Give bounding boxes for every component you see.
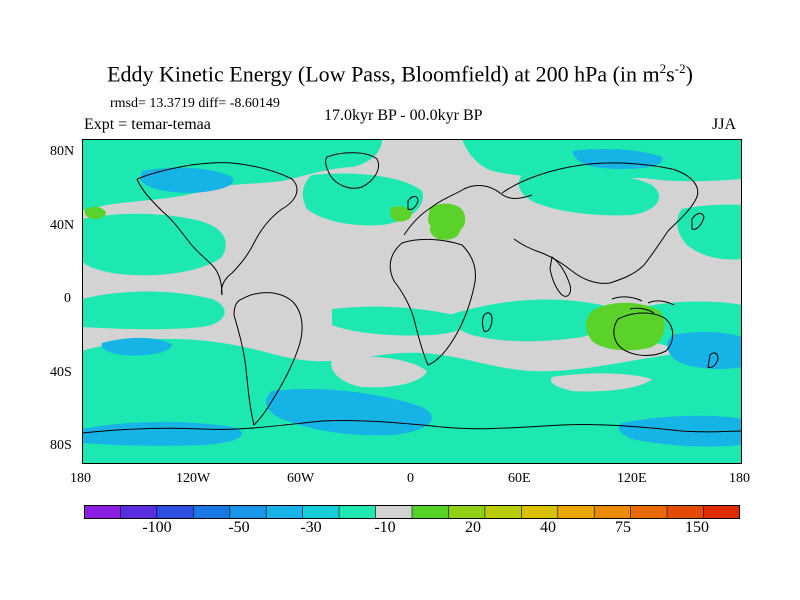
x-tick-60w: 60W <box>287 471 315 486</box>
colorbar-cell <box>448 505 486 519</box>
tasman-patch <box>667 331 742 369</box>
tropical-pacific-patch <box>82 291 225 330</box>
antarctic-core <box>266 388 432 436</box>
x-tick-180-left: 180 <box>70 471 91 486</box>
colorbar-cell <box>412 505 449 519</box>
antarctic-west <box>82 421 242 446</box>
south-america-coast <box>233 292 303 426</box>
north-america-coast <box>136 162 298 296</box>
colorbar-cell <box>557 505 595 519</box>
colorbar-cell <box>630 505 668 519</box>
colorbar-cell <box>521 505 559 519</box>
indonesia-coast <box>611 296 675 314</box>
y-tick-80s: 80S <box>50 438 72 453</box>
experiment-label: Expt = temar-temaa <box>84 116 211 133</box>
colorbar-frame <box>84 505 740 519</box>
neutral-pockets <box>331 356 652 392</box>
neutral-pocket-south-atlantic <box>331 356 427 388</box>
colorbar-label-minus30: -30 <box>300 519 322 536</box>
colorbar-cell <box>193 505 231 519</box>
weak-negative-regions <box>82 139 742 464</box>
colorbar-cell <box>594 505 632 519</box>
x-tick-120w: 120W <box>176 471 211 486</box>
coastlines <box>82 152 742 434</box>
title-text: Eddy Kinetic Energy (Low Pass, Bloomfiel… <box>107 61 660 87</box>
colorbar-label-40: 40 <box>540 519 556 536</box>
europe-coast <box>403 185 533 236</box>
new-zealand-coast <box>707 352 719 368</box>
colorbar-cell <box>266 505 304 519</box>
south-atlantic-strip <box>332 306 468 336</box>
world-map-plot <box>82 139 742 464</box>
africa-coast <box>389 238 476 366</box>
colorbar-label-minus10: -10 <box>374 519 396 536</box>
y-tick-0: 0 <box>64 291 71 306</box>
arctic-band-west <box>82 139 382 211</box>
britain-coast <box>407 196 419 210</box>
central-europe-positive <box>430 223 460 240</box>
title-unit-s: s <box>666 61 675 87</box>
indian-ocean-patch <box>450 299 613 342</box>
madagascar-coast <box>482 312 493 332</box>
colorbar-cell <box>156 505 194 519</box>
australia-coast <box>613 312 674 356</box>
map-frame <box>82 139 742 464</box>
x-tick-0: 0 <box>407 471 414 486</box>
colorbar-cell <box>302 505 340 519</box>
colorbar-label-20: 20 <box>465 519 481 536</box>
neutral-pocket-indian-south <box>550 373 652 392</box>
india-coast <box>549 256 571 297</box>
black-sea-positive <box>389 206 412 222</box>
x-tick-180-right: 180 <box>729 471 750 486</box>
colorbar-label-150: 150 <box>685 519 709 536</box>
southern-ocean-band <box>82 338 742 464</box>
x-tick-60e: 60E <box>508 471 531 486</box>
north-pacific-positive <box>84 206 106 220</box>
japan-coast <box>691 212 705 230</box>
colorbar-cells <box>84 505 740 519</box>
central-asia-band <box>518 171 660 216</box>
north-pacific-band <box>82 213 226 276</box>
period-label: 17.0kyr BP - 00.0kyr BP <box>324 107 483 124</box>
colorbar-cell <box>84 505 121 519</box>
colorbar-label-minus100: -100 <box>142 519 172 536</box>
colorbar-cell <box>120 505 158 519</box>
season-label: JJA <box>712 116 737 133</box>
y-tick-40s: 40S <box>50 365 72 380</box>
colorbar-cell <box>339 505 377 519</box>
north-pacific-blue <box>140 167 234 193</box>
colorbar-label-minus50: -50 <box>228 519 250 536</box>
south-pacific-blue <box>101 337 172 356</box>
y-tick-80n: 80N <box>50 144 75 159</box>
colorbar-cell <box>703 505 740 519</box>
australia-positive <box>586 302 665 351</box>
colorbar <box>84 505 740 519</box>
antarctica-coast <box>82 419 742 434</box>
greenland-coast <box>325 152 379 189</box>
x-tick-120e: 120E <box>617 471 647 486</box>
colorbar-cell <box>229 505 267 519</box>
y-tick-40n: 40N <box>50 218 75 233</box>
positive-regions <box>84 203 665 351</box>
title-close: ) <box>685 61 693 87</box>
colorbar-cell <box>667 505 705 519</box>
title-superscript-1: 2 <box>659 61 667 76</box>
east-pacific-patch <box>677 204 742 260</box>
colorbar-cell <box>484 505 522 519</box>
title-superscript-2: -2 <box>674 61 686 76</box>
colorbar-label-75: 75 <box>615 519 631 536</box>
asia-coast <box>501 162 699 284</box>
stats-label: rmsd= 13.3719 diff= -8.60149 <box>110 96 280 111</box>
colorbar-cell <box>375 505 413 519</box>
map-title: Eddy Kinetic Energy (Low Pass, Bloomfiel… <box>0 62 800 85</box>
